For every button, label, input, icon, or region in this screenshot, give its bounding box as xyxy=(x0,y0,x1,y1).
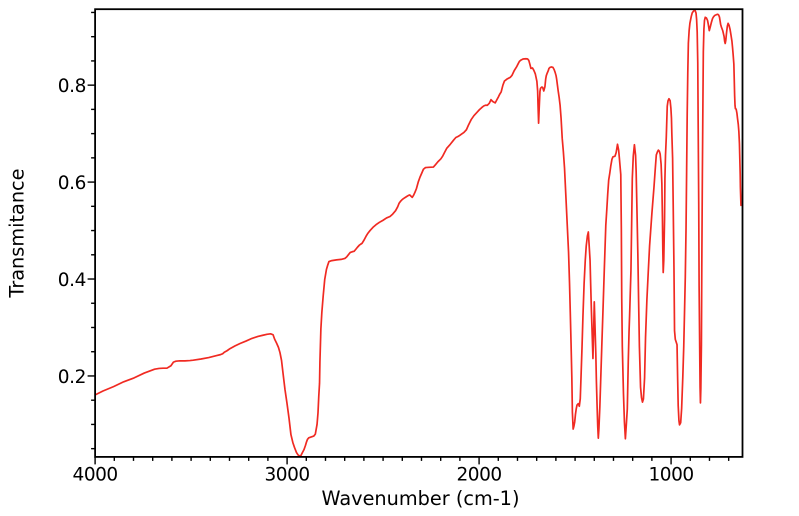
x-tick-label: 3000 xyxy=(265,465,310,486)
x-tick-label: 1000 xyxy=(649,465,694,486)
x-tick-label: 4000 xyxy=(73,465,118,486)
axis-ticks: 4000 3000 2000 1000 0.2 0.4 0.6 0.8 xyxy=(58,11,730,486)
y-tick-label: 0.8 xyxy=(58,76,86,97)
y-tick-label: 0.2 xyxy=(58,367,86,388)
y-tick-label: 0.4 xyxy=(58,270,86,291)
y-axis-title: Transmitance xyxy=(6,168,29,298)
plot-frame xyxy=(94,8,744,458)
x-axis-title: Wavenumber (cm-1) xyxy=(322,487,520,510)
y-tick-label: 0.6 xyxy=(58,173,86,194)
spectrum-curve xyxy=(94,8,742,457)
x-tick-label: 2000 xyxy=(457,465,502,486)
